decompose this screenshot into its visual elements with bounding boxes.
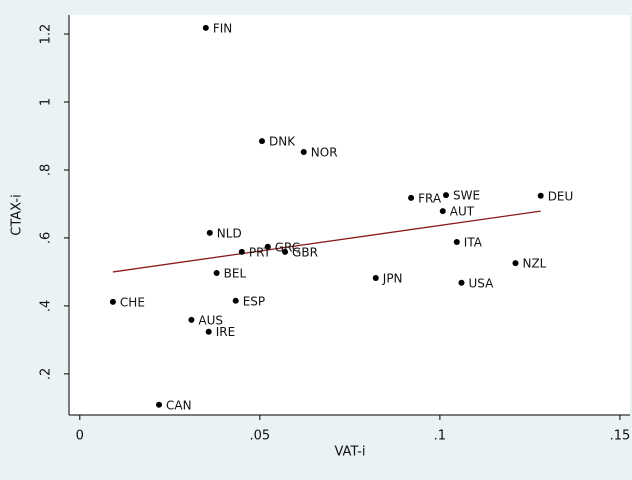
- point: [443, 192, 450, 199]
- point: [232, 297, 239, 304]
- point-label: NLD: [217, 226, 242, 240]
- point-label: GRC: [275, 240, 300, 254]
- x-tick-label: .05: [249, 429, 270, 444]
- point-label: FRA: [418, 191, 442, 205]
- point-label: NZL: [522, 257, 546, 271]
- fit-line: [112, 210, 541, 273]
- point-label: JPN: [382, 272, 403, 286]
- point: [453, 239, 460, 246]
- point: [202, 24, 209, 31]
- point-label: BEL: [224, 266, 247, 280]
- plot-area: [69, 15, 630, 415]
- y-tick-label: 1.2: [39, 24, 54, 45]
- point: [408, 194, 415, 201]
- point: [205, 328, 212, 335]
- point-label: ESP: [243, 294, 265, 308]
- y-tick-label: .2: [39, 368, 54, 380]
- point: [300, 148, 307, 155]
- point: [537, 192, 544, 199]
- y-tick-label: .4: [39, 300, 54, 312]
- x-tick-label: 0: [76, 429, 84, 444]
- point-label: USA: [468, 276, 494, 290]
- y-axis-title: CTAX-i: [10, 194, 25, 235]
- point-label: SWE: [453, 189, 480, 203]
- point-label: FIN: [213, 21, 232, 35]
- point-label: CAN: [166, 398, 192, 412]
- y-tick-label: .6: [39, 232, 54, 244]
- point-label: IRE: [216, 325, 235, 339]
- point: [109, 298, 116, 305]
- point-label: DEU: [548, 189, 574, 203]
- point: [458, 279, 465, 286]
- point: [512, 260, 519, 267]
- point: [213, 269, 220, 276]
- y-tick-label: .8: [39, 164, 54, 176]
- point-label: CHE: [120, 295, 145, 309]
- point-label: PRT: [249, 245, 272, 259]
- point: [238, 248, 245, 255]
- point: [206, 229, 213, 236]
- point: [439, 208, 446, 215]
- x-tick-label: .15: [610, 429, 631, 444]
- point: [188, 316, 195, 323]
- point: [264, 243, 271, 250]
- point: [156, 401, 163, 408]
- x-axis-title: VAT-i: [335, 445, 366, 460]
- point-label: GBR: [292, 245, 318, 259]
- point: [372, 275, 379, 282]
- y-tick-label: 1: [39, 98, 54, 106]
- point: [282, 248, 289, 255]
- point-label: AUS: [198, 313, 223, 327]
- point: [259, 138, 266, 145]
- point-label: ITA: [464, 236, 483, 250]
- x-tick-label: .1: [434, 429, 446, 444]
- point-label: DNK: [269, 135, 296, 149]
- point-label: AUT: [450, 205, 475, 219]
- point-label: NOR: [311, 145, 338, 159]
